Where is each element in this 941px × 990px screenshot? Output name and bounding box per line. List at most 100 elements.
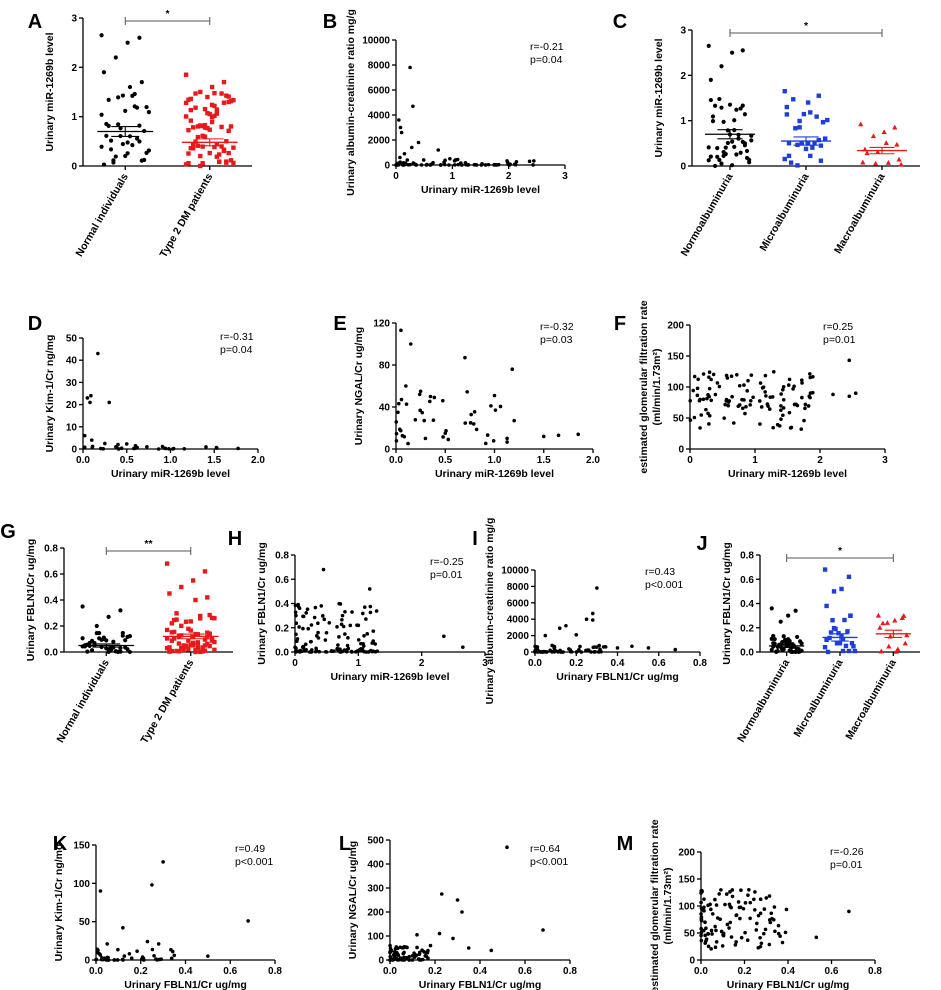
data-point [727,102,733,107]
data-point [853,391,858,396]
significance-marker: * [838,545,843,557]
category-label: Normal individuals [73,171,130,258]
data-point [734,913,739,917]
data-point [316,621,320,626]
data-point [717,892,721,896]
data-point [752,908,757,912]
data-point [314,634,319,638]
data-point [169,638,175,643]
panel-label: G [0,521,16,543]
y-tick-label: 40 [379,403,391,414]
data-point [193,139,198,144]
data-point [115,649,121,654]
data-point [764,896,769,900]
data-point [739,935,744,940]
data-point [771,425,775,430]
data-point [319,604,324,608]
data-point [418,408,422,413]
data-point [164,636,170,641]
y-tick-label: 0.8 [275,551,289,562]
data-point [188,628,193,633]
data-point [397,161,401,165]
data-point [793,649,798,655]
data-point [787,377,792,382]
data-point [810,390,815,395]
data-point [96,951,100,955]
x-tick-label: 0.0 [383,966,397,977]
x-axis-label: Urinary miR-1269b level [330,671,449,683]
correlation-p: p=0.04 [530,54,563,66]
data-point [441,435,445,439]
data-point [388,949,392,954]
data-point [590,611,595,616]
data-point [167,645,172,650]
data-point [214,107,220,112]
data-point [415,933,419,937]
panel-a: A 0 1 2 3 Urinary miR-1269b level Normal indiv… [28,8,252,260]
data-point [343,632,347,636]
panel-label: C [613,11,627,33]
data-point [708,77,713,82]
y-tick-label: 0.4 [44,596,58,607]
data-point [172,953,177,958]
data-point [473,162,477,167]
y-tick-label: 0.2 [44,622,58,633]
data-point [713,924,717,929]
y-tick-label: 1 [71,112,77,123]
x-axis-label: Urinary miR-1269b level [421,184,540,196]
data-point [139,80,144,85]
data-point [719,161,724,166]
data-point [413,162,418,167]
data-point [404,402,409,406]
data-point [146,110,152,115]
x-tick-label: 0.6 [652,658,666,669]
data-point [531,163,535,167]
data-point [847,394,852,399]
data-point [533,644,537,649]
data-point [822,644,828,650]
data-point [397,118,401,122]
data-point [595,586,599,590]
category-label: Type 2 DM patients [158,171,216,259]
data-point [193,105,198,110]
x-tick-label: 0.4 [179,966,193,977]
data-point [720,944,725,948]
y-tick-label: 10000 [362,36,390,47]
y-tick-label: 4000 [507,615,530,626]
data-point [401,951,406,956]
data-point [137,139,142,144]
data-point [792,384,796,389]
data-point [747,160,752,165]
data-point [717,157,722,163]
data-point [186,151,191,156]
data-point [231,97,236,103]
data-point [118,608,123,613]
data-point [786,141,792,146]
data-point [365,632,370,636]
data-point [737,383,742,388]
y-axis-label: Urinary NGAL/Cr ug/mg [353,327,365,445]
data-point [748,916,752,921]
data-point [842,617,847,623]
data-point [396,958,401,962]
data-point [755,921,759,926]
data-point [723,902,727,907]
data-point [746,893,750,897]
y-tick-label: 50 [673,414,685,425]
data-point [714,903,719,907]
data-point [814,114,819,119]
data-point [715,154,720,159]
data-point [304,611,309,615]
data-point [706,932,711,936]
panel-label: M [617,833,634,855]
data-point [204,445,208,449]
data-point [202,106,208,112]
data-point [901,613,907,618]
data-point [171,617,177,623]
data-point [895,646,901,652]
y-tick-label: 8000 [507,582,530,593]
scatter-points [293,567,465,654]
data-point [394,420,399,424]
data-point [489,948,494,953]
data-point [212,103,217,109]
